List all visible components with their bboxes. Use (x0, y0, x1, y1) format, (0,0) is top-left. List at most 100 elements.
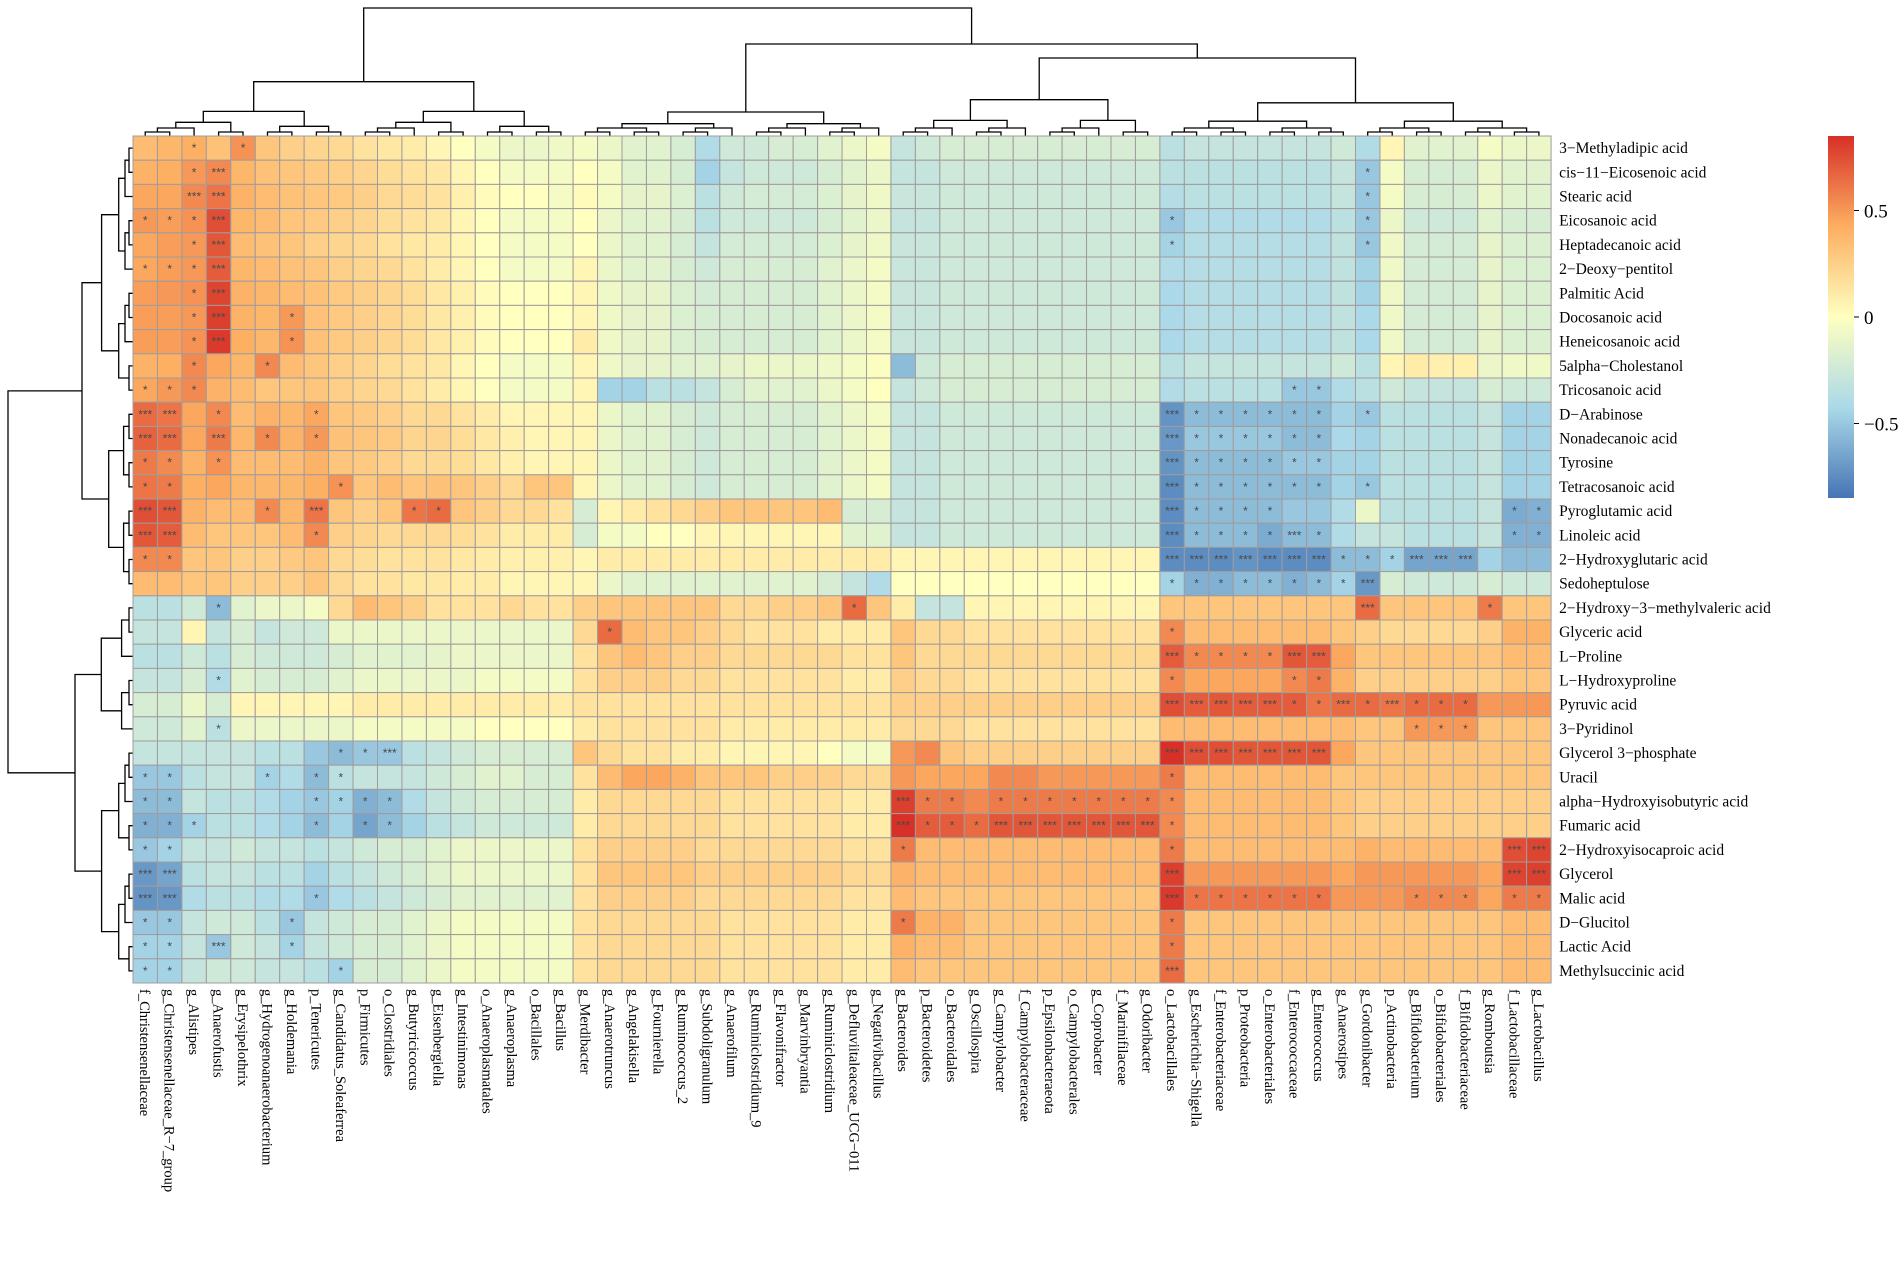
heatmap-cell (914, 837, 941, 863)
heatmap-cell (425, 208, 452, 234)
heatmap-cell (670, 788, 696, 815)
heatmap-cell (817, 692, 843, 718)
heatmap-cell (499, 934, 525, 960)
heatmap-cell (254, 450, 281, 476)
heatmap-cell (817, 958, 843, 984)
heatmap-cell (328, 353, 354, 379)
heatmap-cell (181, 909, 207, 936)
dendrogram-branch (975, 131, 1002, 136)
heatmap-cell (914, 450, 941, 476)
heatmap-cell (719, 425, 745, 452)
heatmap-cell (939, 183, 965, 210)
heatmap-cell (1501, 304, 1528, 331)
heatmap-cell (645, 256, 672, 282)
heatmap-cell (279, 885, 305, 911)
heatmap-cell (254, 909, 281, 936)
heatmap-cell (1110, 813, 1136, 839)
heatmap-cell (1061, 208, 1088, 234)
significance-marker: *** (138, 407, 152, 421)
heatmap-cell (1183, 885, 1210, 911)
significance-marker: * (1316, 407, 1321, 421)
heatmap-cell (205, 740, 232, 766)
significance-marker: *** (1165, 746, 1179, 760)
heatmap-cell (1379, 256, 1405, 282)
heatmap-cell (1232, 329, 1259, 355)
significance-marker: * (192, 165, 197, 179)
significance-marker: *** (163, 504, 177, 518)
heatmap-cell (1330, 208, 1357, 234)
heatmap-cell (230, 474, 256, 500)
heatmap-cell (597, 377, 623, 403)
heatmap-cell (1477, 304, 1503, 331)
heatmap-cell (1012, 546, 1039, 573)
row-label: Fumaric acid (1559, 818, 1641, 835)
heatmap-cell (328, 232, 354, 258)
heatmap-cell (841, 498, 867, 524)
significance-marker: *** (1214, 553, 1228, 567)
column-label: g_Defluviitaleaceae_UCG−011 (845, 989, 861, 1172)
heatmap-cell (1403, 740, 1430, 766)
heatmap-cell (450, 571, 476, 597)
significance-marker: * (314, 819, 319, 833)
heatmap-cell (1037, 232, 1063, 258)
dendrogram-branch (1049, 131, 1075, 136)
heatmap-cell (1281, 377, 1308, 403)
heatmap-cell (254, 232, 281, 258)
heatmap-cell (597, 135, 623, 161)
row-label: Malic acid (1559, 890, 1625, 907)
heatmap-cell (1281, 498, 1308, 524)
heatmap-cell (1379, 619, 1405, 645)
heatmap-cell (1306, 861, 1332, 887)
heatmap-cell (1134, 353, 1161, 379)
heatmap-cell (230, 353, 256, 379)
column-label: p_Firmicutes (356, 989, 372, 1066)
heatmap-cell (719, 643, 745, 669)
heatmap-cell (1208, 595, 1234, 621)
dendrogram-branch (202, 110, 305, 127)
heatmap-cell (303, 861, 330, 887)
heatmap-cell (1452, 498, 1479, 524)
heatmap-cell (1452, 934, 1479, 960)
heatmap-cell (572, 595, 599, 621)
significance-marker: * (216, 601, 221, 615)
heatmap-cell (1526, 958, 1552, 984)
dendrogram-branch (755, 131, 782, 136)
heatmap-cell (621, 159, 647, 185)
heatmap-cell (572, 377, 599, 403)
heatmap-cell (1403, 716, 1430, 742)
significance-marker: * (1316, 698, 1321, 712)
heatmap-cell (768, 498, 794, 524)
heatmap-cell (230, 304, 256, 331)
significance-marker: *** (1067, 819, 1081, 833)
heatmap-cell (132, 353, 158, 379)
heatmap-cell (963, 304, 990, 331)
heatmap-cell (1183, 643, 1210, 669)
column-label: g_Anaeroplasma (503, 989, 519, 1088)
heatmap-cell (279, 208, 305, 234)
heatmap-cell (181, 571, 207, 597)
heatmap-cell (1037, 716, 1063, 742)
significance-marker: * (607, 625, 612, 639)
row-label: 3−Pyridinol (1559, 721, 1633, 738)
heatmap-cell (425, 183, 452, 210)
significance-marker: *** (212, 311, 226, 325)
heatmap-cell (1526, 425, 1552, 452)
heatmap-cell (890, 909, 916, 936)
heatmap-cell (425, 159, 452, 185)
row-label: Pyruvic acid (1559, 697, 1637, 714)
significance-marker: *** (1165, 456, 1179, 470)
heatmap-cell (352, 546, 378, 573)
row-label: Uracil (1559, 769, 1598, 786)
heatmap-cell (1306, 571, 1332, 597)
heatmap-cell (621, 401, 647, 427)
heatmap-cell (132, 643, 158, 669)
heatmap-cell (866, 401, 892, 427)
heatmap-cell (401, 861, 427, 887)
column-label: g_Anaerotruncus (601, 989, 617, 1089)
heatmap-cell (1306, 353, 1332, 379)
significance-marker: * (1219, 407, 1224, 421)
heatmap-cell (499, 667, 525, 694)
heatmap-cell (279, 353, 305, 379)
significance-marker: * (1365, 698, 1370, 712)
heatmap-cell (523, 861, 550, 887)
